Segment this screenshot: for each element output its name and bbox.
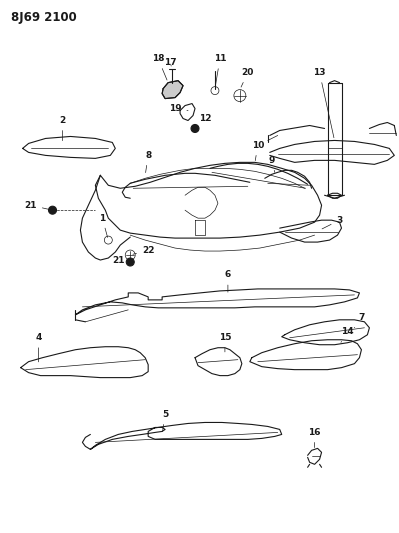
- Text: 16: 16: [308, 428, 321, 448]
- Text: 22: 22: [133, 246, 154, 255]
- Text: 10: 10: [252, 141, 264, 160]
- Text: 11: 11: [214, 54, 226, 86]
- Text: 4: 4: [36, 333, 42, 362]
- Text: 21: 21: [24, 201, 50, 209]
- Text: 12: 12: [195, 114, 211, 128]
- Text: 19: 19: [169, 104, 188, 113]
- Text: 13: 13: [313, 68, 334, 138]
- Text: 2: 2: [59, 116, 65, 141]
- Text: 8J69 2100: 8J69 2100: [11, 11, 77, 24]
- Text: 14: 14: [341, 327, 354, 342]
- Polygon shape: [162, 80, 183, 99]
- Circle shape: [49, 206, 57, 214]
- Text: 17: 17: [164, 58, 176, 67]
- Text: 18: 18: [152, 54, 167, 80]
- Text: 6: 6: [225, 270, 231, 292]
- Circle shape: [191, 125, 199, 133]
- Text: 21: 21: [112, 255, 130, 264]
- Text: 15: 15: [219, 333, 231, 352]
- Text: 1: 1: [99, 214, 108, 237]
- Text: 7: 7: [354, 313, 365, 328]
- Text: 3: 3: [322, 216, 343, 229]
- Text: 8: 8: [145, 151, 151, 173]
- Text: 20: 20: [241, 68, 254, 87]
- Circle shape: [126, 258, 134, 266]
- Text: 5: 5: [162, 410, 168, 432]
- Text: 9: 9: [269, 156, 275, 172]
